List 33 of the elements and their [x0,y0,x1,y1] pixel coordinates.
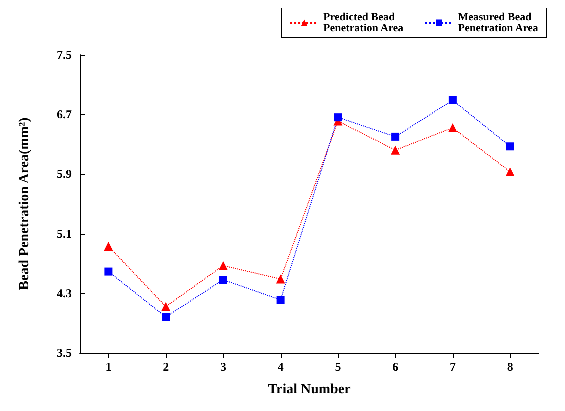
y-tick-label: 3.5 [57,346,72,360]
x-tick-label: 4 [278,360,284,374]
point [218,261,228,270]
point [162,302,171,312]
y-tick-label: 7.5 [57,48,72,62]
point [392,132,400,141]
point [104,242,114,251]
y-tick-label: 4.3 [57,286,72,300]
x-tick-label: 3 [220,360,226,374]
x-tick-label: 1 [106,360,112,374]
y-tick-label: 6.7 [57,108,72,122]
y-tick-label: 5.9 [57,167,72,182]
legend-label: Predicted Bead Penetration Area [324,12,404,34]
point [506,167,515,176]
x-tick-label: 7 [450,360,456,374]
point [219,276,228,284]
point [391,146,400,155]
x-tick-label: 6 [392,360,399,374]
point [448,96,457,104]
point [276,274,286,284]
point [334,114,342,122]
point [506,142,514,151]
x-axis-title: Trial Number [268,382,351,398]
y-axis-title: Bead Penetration Area(mm²) [18,117,32,290]
x-tick-label: 8 [507,360,514,374]
point [104,268,113,276]
x-tick-label: 2 [163,360,170,374]
point [276,296,285,304]
point [162,313,170,322]
point [448,124,458,133]
legend-label: Measured Bead Penetration Area [458,12,539,34]
x-tick-label: 5 [335,360,342,374]
y-tick-label: 5.1 [57,226,72,241]
